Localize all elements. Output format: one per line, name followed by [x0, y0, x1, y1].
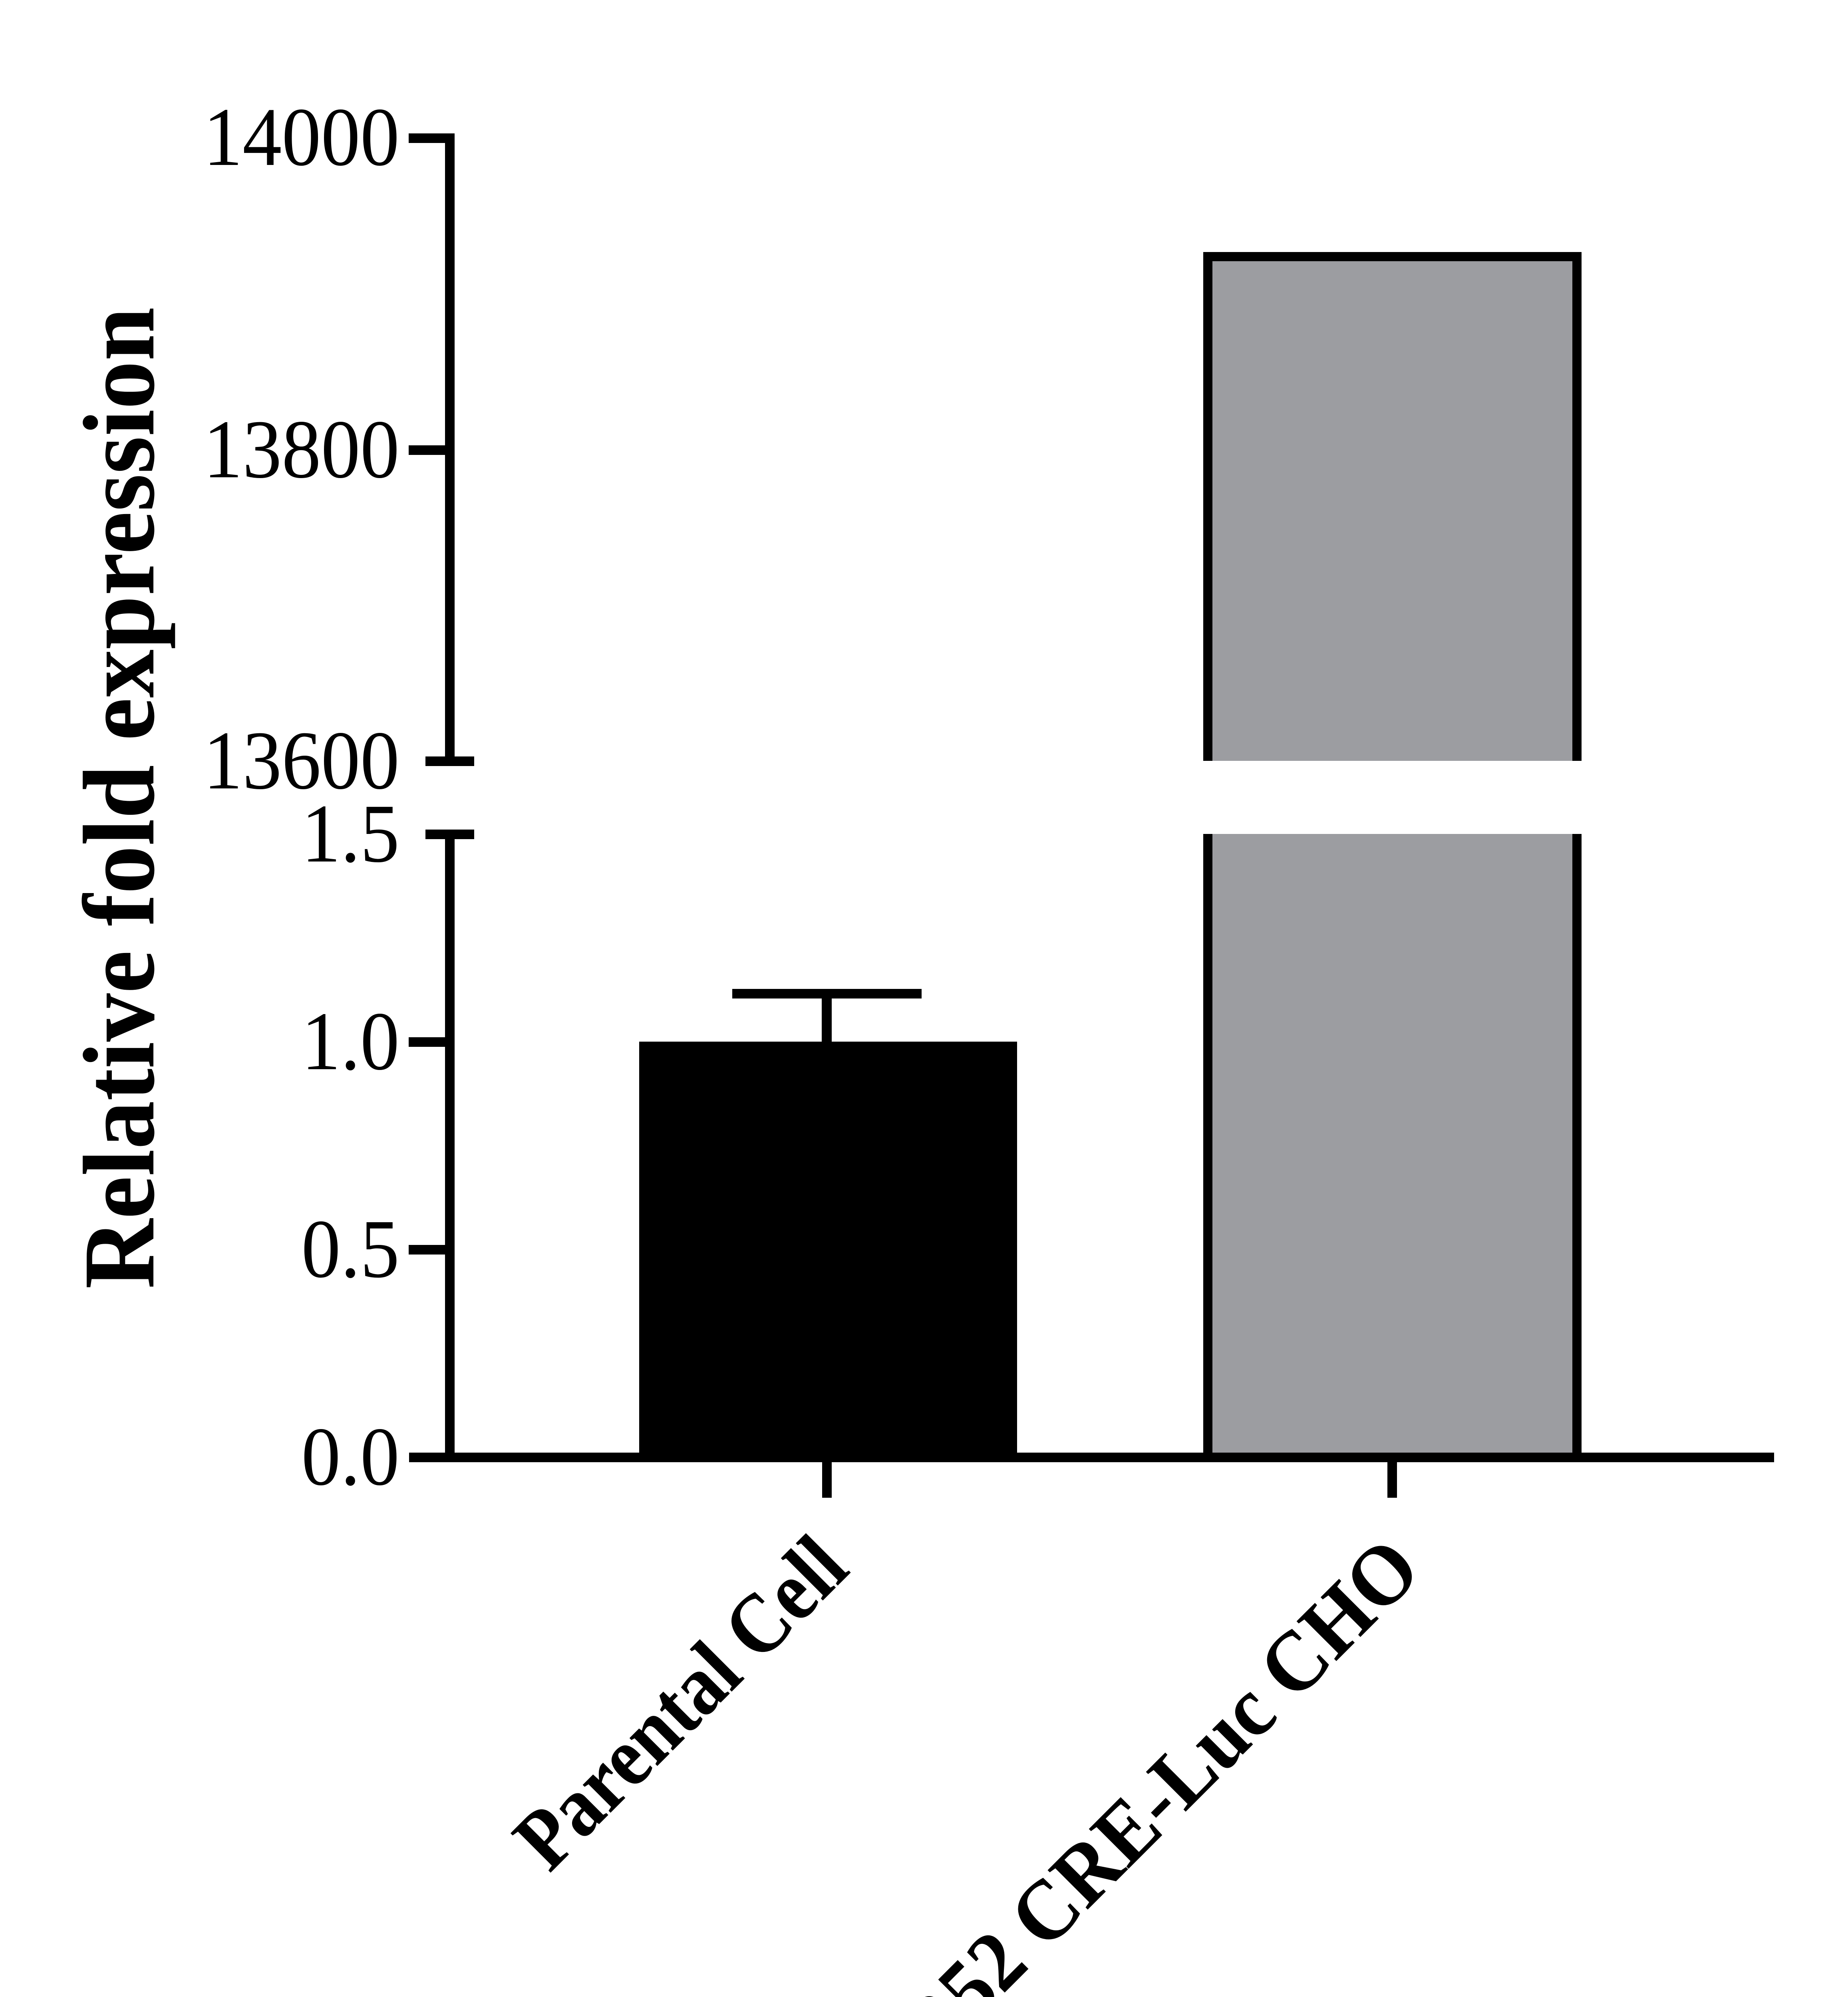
svg-text:14000: 14000: [203, 90, 399, 183]
svg-text:GPR52 CRE-Luc CHO: GPR52 CRE-Luc CHO: [799, 1519, 1437, 1997]
svg-text:13800: 13800: [203, 403, 399, 495]
svg-text:1.5: 1.5: [301, 787, 399, 879]
svg-text:1.0: 1.0: [301, 995, 399, 1087]
svg-text:0.5: 0.5: [301, 1202, 399, 1295]
svg-text:Relative fold expression: Relative fold expression: [62, 307, 175, 1289]
svg-text:Parental Cell: Parental Cell: [495, 1518, 865, 1887]
svg-text:0.0: 0.0: [301, 1410, 399, 1503]
svg-text:13600: 13600: [203, 714, 399, 806]
